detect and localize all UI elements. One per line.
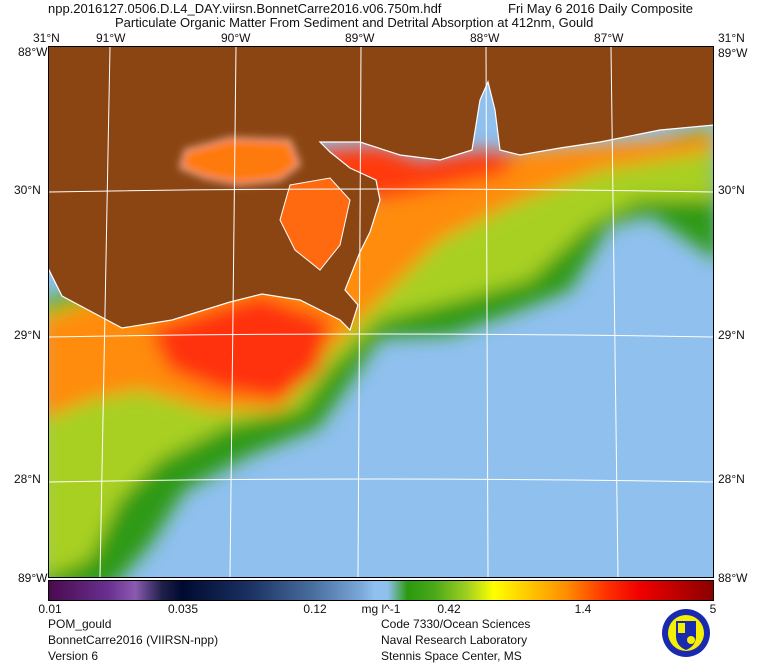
lon-label: 89°W bbox=[345, 31, 375, 45]
lon-label: 91°W bbox=[96, 31, 126, 45]
colorbar-tick: 0.01 bbox=[38, 602, 62, 616]
colorbar-tick: 0.42 bbox=[437, 602, 461, 616]
org-code: Code 7330/Ocean Sciences bbox=[381, 617, 531, 631]
product-title: Particulate Organic Matter From Sediment… bbox=[115, 15, 594, 30]
colorbar-units: mg l^-1 bbox=[361, 602, 401, 616]
version-label: Version 6 bbox=[48, 649, 99, 663]
product-name: POM_gould bbox=[48, 617, 112, 631]
org-name: Naval Research Laboratory bbox=[381, 633, 528, 647]
satellite-map bbox=[48, 46, 714, 578]
colorbar-tick: 0.035 bbox=[167, 602, 199, 616]
lat-label-right: 30°N bbox=[718, 183, 745, 197]
graticule bbox=[49, 47, 713, 577]
corner-lon-top-left: 88°W bbox=[18, 45, 48, 59]
corner-lon-bottom-left: 89°W bbox=[18, 571, 48, 585]
yellow-zone bbox=[49, 130, 713, 577]
lat-label-left: 29°N bbox=[14, 328, 41, 342]
concentration-field bbox=[49, 125, 713, 577]
lat-label-left: 28°N bbox=[14, 472, 41, 486]
nrl-logo bbox=[662, 609, 710, 657]
corner-lon-bottom-right: 88°W bbox=[718, 571, 748, 585]
colorbar-tick: 1.4 bbox=[574, 602, 592, 616]
lat-label-right: 28°N bbox=[718, 472, 745, 486]
land bbox=[49, 47, 713, 332]
corner-lat-top-left: 31°N bbox=[33, 31, 60, 45]
lat-label-left: 30°N bbox=[14, 183, 41, 197]
dataset-name: BonnetCarre2016 (VIIRSN-npp) bbox=[48, 633, 219, 647]
lake-pontchartrain bbox=[179, 137, 301, 186]
colorbar bbox=[48, 580, 714, 601]
red-zone bbox=[150, 295, 330, 400]
corner-lat-top-right: 31°N bbox=[718, 31, 745, 45]
lon-label: 87°W bbox=[594, 31, 624, 45]
date-title: Fri May 6 2016 Daily Composite bbox=[508, 1, 693, 16]
lon-label: 88°W bbox=[470, 31, 500, 45]
filename-title: npp.2016127.0506.D.L4_DAY.viirsn.BonnetC… bbox=[48, 1, 442, 16]
colorbar-tick: 5 bbox=[709, 602, 717, 616]
lake-borgne bbox=[279, 177, 351, 271]
lat-label-right: 29°N bbox=[718, 328, 745, 342]
lon-label: 90°W bbox=[221, 31, 251, 45]
colorbar-tick: 0.12 bbox=[303, 602, 327, 616]
corner-lon-top-right: 89°W bbox=[718, 46, 748, 60]
org-location: Stennis Space Center, MS bbox=[381, 649, 522, 663]
